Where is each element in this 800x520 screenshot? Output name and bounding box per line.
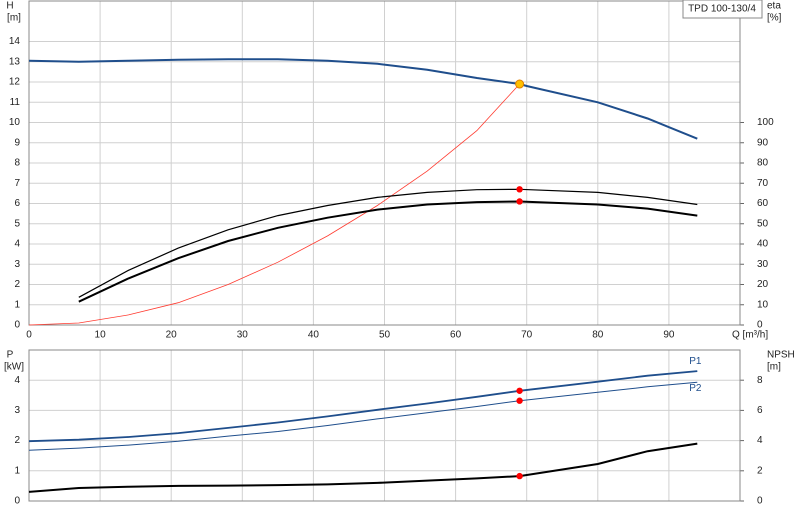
series-line <box>28 83 520 326</box>
y2-tick-label: 6 <box>757 405 763 416</box>
operating-point <box>516 472 523 480</box>
series-line <box>28 442 698 493</box>
y-tick-label: 3 <box>14 405 20 416</box>
series-line <box>28 58 698 140</box>
series-line <box>28 381 698 451</box>
y2-axis-label: NPSH <box>767 350 795 361</box>
series-line <box>78 200 698 303</box>
x-tick-label: 70 <box>521 330 533 341</box>
y-tick-label: 13 <box>9 56 21 67</box>
y2-tick-label: 2 <box>757 465 763 476</box>
y2-tick-label: 0 <box>757 320 763 331</box>
y-axis-label: H <box>6 1 13 12</box>
plot-frame <box>28 0 741 326</box>
y2-tick-label: 60 <box>757 198 769 209</box>
series-label: P1 <box>689 356 702 367</box>
series-line <box>78 188 698 298</box>
y2-tick-label: 8 <box>757 375 763 386</box>
x-tick-label: 90 <box>663 330 675 341</box>
y-tick-label: 1 <box>14 465 20 476</box>
x-tick-label: 50 <box>379 330 391 341</box>
y2-axis-unit: [m] <box>767 362 781 373</box>
operating-point <box>516 387 523 394</box>
y-tick-label: 5 <box>14 218 20 229</box>
y2-tick-label: 80 <box>757 158 769 169</box>
x-tick-label: 30 <box>237 330 249 341</box>
y2-tick-label: 20 <box>757 279 769 290</box>
operating-point <box>516 198 523 205</box>
title-box <box>682 0 763 19</box>
y-axis-unit: [m] <box>7 13 21 24</box>
x-tick-label: 20 <box>166 330 178 341</box>
y2-tick-label: 0 <box>757 496 763 507</box>
y2-axis-unit: [%] <box>767 13 782 24</box>
chart-title: TPD 100-130/4 <box>688 4 756 15</box>
y-tick-label: 0 <box>14 320 20 331</box>
y2-tick-label: 40 <box>757 239 769 250</box>
y-tick-label: 4 <box>14 375 20 386</box>
y2-tick-label: 50 <box>757 218 769 229</box>
x-tick-label: 40 <box>308 330 320 341</box>
y2-tick-label: 90 <box>757 137 769 148</box>
y-tick-label: 1 <box>14 299 20 310</box>
y-tick-label: 14 <box>9 36 21 47</box>
plot-frame <box>28 349 741 502</box>
y2-axis-label: eta <box>767 1 781 12</box>
y-tick-label: 2 <box>14 279 20 290</box>
y2-tick-label: 4 <box>757 435 763 446</box>
y-tick-label: 2 <box>14 435 20 446</box>
operating-point <box>516 397 523 404</box>
x-tick-label: 60 <box>450 330 462 341</box>
y-tick-label: 9 <box>14 137 20 148</box>
series-label: P2 <box>689 383 702 394</box>
y-tick-label: 0 <box>14 496 20 507</box>
y-tick-label: 10 <box>9 117 21 128</box>
y-tick-label: 11 <box>10 97 21 108</box>
series-line <box>28 370 698 443</box>
y2-tick-label: 10 <box>757 299 769 310</box>
y-axis-unit: [kW] <box>4 362 24 373</box>
y2-tick-label: 100 <box>757 117 774 128</box>
operating-point <box>516 186 523 193</box>
y-tick-label: 3 <box>14 259 20 270</box>
y2-tick-label: 70 <box>757 178 769 189</box>
y-tick-label: 4 <box>14 239 20 250</box>
x-tick-label: 0 <box>26 330 32 341</box>
y-tick-label: 8 <box>14 158 20 169</box>
y-tick-label: 7 <box>14 178 20 189</box>
x-tick-label: 10 <box>95 330 107 341</box>
x-tick-label: 80 <box>592 330 604 341</box>
y-axis-label: P <box>7 350 14 361</box>
y-tick-label: 12 <box>9 77 21 88</box>
y-tick-label: 6 <box>14 198 20 209</box>
operating-point <box>515 79 525 89</box>
x-axis-label: Q [m³/h] <box>732 330 768 341</box>
y2-tick-label: 30 <box>757 259 769 270</box>
